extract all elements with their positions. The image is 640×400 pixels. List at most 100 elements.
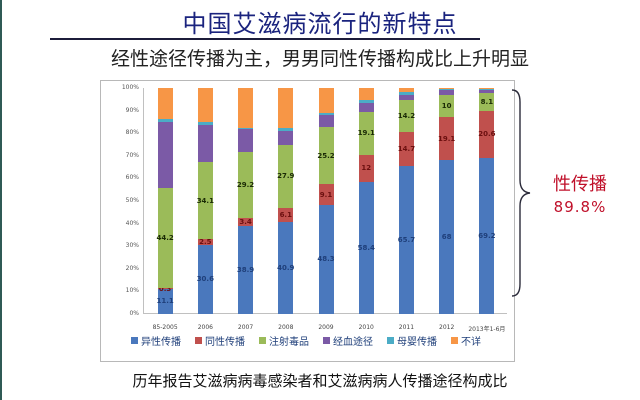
bar-segment xyxy=(238,88,254,128)
bar-segment: 0.3 xyxy=(157,285,173,293)
bar-segment: 6.1 xyxy=(278,207,294,222)
legend-swatch-icon xyxy=(387,337,394,344)
legend-label: 同性传播 xyxy=(205,337,245,348)
legend-item: 异性传播 xyxy=(131,333,181,348)
data-label: 29.2 xyxy=(236,181,255,190)
legend-swatch-icon xyxy=(451,337,458,344)
bar-segment xyxy=(238,127,254,130)
chart-frame: 0% 10% 20% 30% 40% 50% 60% 70% 80% 90% 100% 11.1 0.3… xyxy=(100,80,515,362)
chart-caption: 历年报告艾滋病病毒感染者和艾滋病病人传播途径构成比 xyxy=(132,372,508,390)
y-tick-label: 60% xyxy=(125,174,139,182)
bar-segment: 2.5 xyxy=(197,238,213,247)
bar-segment: 25.2 xyxy=(317,127,335,185)
y-tick-label: 80% xyxy=(125,129,139,137)
bar-segment xyxy=(157,88,173,120)
legend-item: 同性传播 xyxy=(195,333,245,348)
x-tick-label: 2010 xyxy=(358,324,374,331)
bar-segment xyxy=(197,88,213,122)
x-tick-label: 2006 xyxy=(197,324,213,331)
bar-segment xyxy=(439,90,455,95)
bar-segment xyxy=(197,124,213,163)
bar-segment xyxy=(197,121,213,125)
data-label: 20.6 xyxy=(478,130,496,139)
y-tick-label: 90% xyxy=(125,106,139,114)
data-label: 9.1 xyxy=(319,190,333,199)
bar-segment: 44.2 xyxy=(156,188,174,289)
data-label: 30.6 xyxy=(196,275,214,284)
bar-segment: 10 xyxy=(439,94,455,118)
bar-85-2005: 11.1 0.3 44.2 xyxy=(156,88,174,314)
y-tick-label: 10% xyxy=(125,287,139,295)
data-label: 19.1 xyxy=(357,129,375,138)
data-label: 2.5 xyxy=(199,238,212,247)
bar-segment xyxy=(398,88,414,93)
y-axis xyxy=(143,88,144,314)
data-label: 10 xyxy=(441,101,452,110)
bar-segment: 29.2 xyxy=(236,152,255,219)
bar-segment: 65.7 xyxy=(397,165,416,314)
bar-segment: 12 xyxy=(358,154,374,183)
bar-segment xyxy=(358,88,374,101)
bar-segment xyxy=(479,90,495,93)
bar-segment: 27.9 xyxy=(277,144,295,208)
bar-segment: 14.7 xyxy=(398,132,415,166)
data-label: 27.9 xyxy=(277,172,295,181)
bar-2010: 58.4 12 19.1 xyxy=(357,88,375,314)
bar-segment: 30.6 xyxy=(196,244,214,314)
data-label: 48.3 xyxy=(317,255,335,264)
data-label: 11.1 xyxy=(156,297,174,306)
bar-segment xyxy=(398,92,414,95)
bar-segment: 34.1 xyxy=(196,162,214,240)
bar-segment: 8.1 xyxy=(479,92,495,112)
bar-segment: 48.3 xyxy=(317,204,335,314)
data-label: 12 xyxy=(361,164,372,173)
bar-segment xyxy=(479,88,495,91)
bar-segment: 19.1 xyxy=(357,111,375,155)
bar-2006: 30.6 2.5 34.1 xyxy=(196,88,214,314)
data-label: 69.2 xyxy=(478,231,496,240)
legend-item: 经血途径 xyxy=(323,333,373,348)
y-tick-label: 20% xyxy=(125,264,139,272)
x-tick-label: 2011 xyxy=(398,324,415,331)
bar-segment xyxy=(157,121,173,189)
bar-segment: 40.9 xyxy=(277,221,294,314)
data-label: 34.1 xyxy=(196,196,214,205)
bar-segment xyxy=(318,88,334,114)
sexual-transmission-annotation: 性传播 89.8% xyxy=(540,170,620,216)
y-tick-label: 30% xyxy=(125,242,139,250)
x-tick-label: 2013年1-6月 xyxy=(468,326,506,333)
bar-2008: 40.9 6.1 27.9 xyxy=(277,88,295,314)
legend-label: 母婴传播 xyxy=(397,337,437,348)
x-tick-label: 2012 xyxy=(439,324,455,331)
x-tick-label: 85-2005 xyxy=(152,324,178,331)
bar-segment: 11.1 xyxy=(156,288,174,314)
legend-item: 不详 xyxy=(451,333,481,348)
data-label: 44.2 xyxy=(156,234,174,243)
y-tick-label: 50% xyxy=(125,197,139,204)
bar-segment xyxy=(278,88,294,129)
bar-2013年1-6月: 69.2 20.6 8.1 xyxy=(478,88,496,314)
slide-title: 中国艾滋病流行的新特点 xyxy=(182,10,458,38)
bar-segment xyxy=(439,88,455,90)
data-label: 6.1 xyxy=(279,210,292,219)
data-label: 0.3 xyxy=(158,284,172,293)
data-label: 38.9 xyxy=(236,266,255,275)
legend-swatch-icon xyxy=(323,337,330,344)
legend-label: 异性传播 xyxy=(141,337,181,348)
curly-brace-icon xyxy=(511,89,531,297)
x-tick-label: 2007 xyxy=(237,324,254,331)
bar-2012: 68 19.1 10 xyxy=(438,88,455,314)
data-label: 68 xyxy=(441,233,452,242)
data-label: 65.7 xyxy=(397,235,416,244)
legend-item: 母婴传播 xyxy=(387,333,437,348)
bar-2007: 38.9 3.4 29.2 xyxy=(236,88,255,314)
legend-swatch-icon xyxy=(259,337,266,344)
legend-swatch-icon xyxy=(195,337,202,344)
bar-segment xyxy=(278,130,294,145)
legend-item: 注射毒品 xyxy=(259,333,309,348)
slide-subtitle: 经性途径传播为主，男男同性传播构成比上升明显 xyxy=(110,48,529,70)
bar-segment: 69.2 xyxy=(478,157,496,314)
bar-2009: 48.3 9.1 25.2 xyxy=(317,88,335,314)
legend-label: 经血途径 xyxy=(333,337,373,348)
bar-segment: 68 xyxy=(439,160,455,314)
